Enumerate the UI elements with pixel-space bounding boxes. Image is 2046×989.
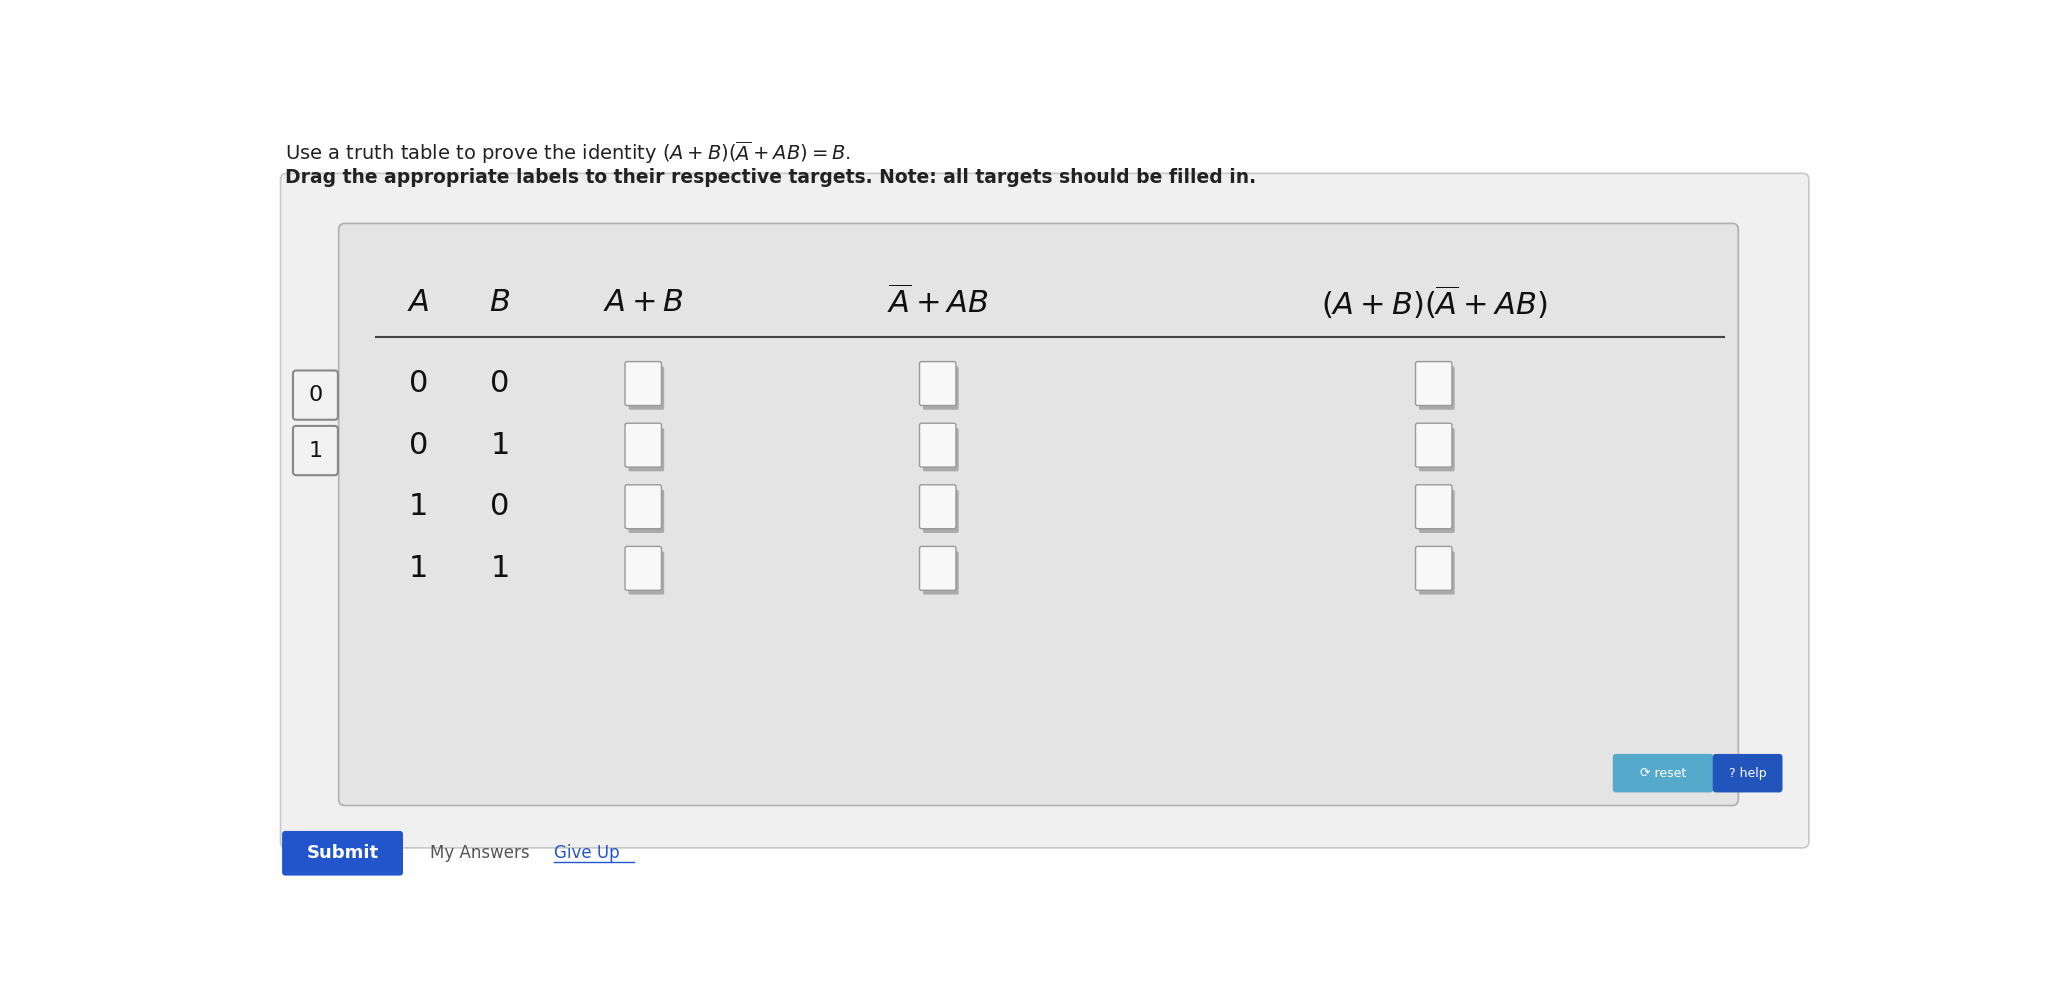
FancyBboxPatch shape: [1416, 423, 1453, 467]
FancyBboxPatch shape: [280, 173, 1809, 848]
FancyBboxPatch shape: [628, 552, 665, 594]
FancyBboxPatch shape: [919, 485, 955, 529]
FancyBboxPatch shape: [282, 831, 403, 875]
Text: 0: 0: [309, 385, 323, 405]
FancyBboxPatch shape: [628, 367, 665, 409]
FancyBboxPatch shape: [1420, 490, 1455, 533]
Text: $\mathit{B}$: $\mathit{B}$: [489, 288, 509, 317]
Text: Submit: Submit: [307, 845, 379, 862]
FancyBboxPatch shape: [293, 371, 338, 419]
FancyBboxPatch shape: [923, 552, 960, 594]
FancyBboxPatch shape: [919, 362, 955, 405]
FancyBboxPatch shape: [624, 362, 661, 405]
FancyBboxPatch shape: [1420, 367, 1455, 409]
Text: Use a truth table to prove the identity $(A + B)(\overline{A} + AB) = B.$: Use a truth table to prove the identity …: [284, 139, 851, 166]
FancyBboxPatch shape: [1420, 428, 1455, 472]
Text: 0: 0: [491, 369, 509, 398]
Text: 1: 1: [491, 554, 509, 583]
FancyBboxPatch shape: [1416, 485, 1453, 529]
FancyBboxPatch shape: [919, 546, 955, 590]
FancyBboxPatch shape: [923, 428, 960, 472]
FancyBboxPatch shape: [1416, 362, 1453, 405]
FancyBboxPatch shape: [624, 423, 661, 467]
Text: 1: 1: [409, 493, 428, 521]
FancyBboxPatch shape: [1713, 754, 1782, 792]
FancyBboxPatch shape: [624, 485, 661, 529]
Text: $(\mathit{A}+\mathit{B})(\overline{\mathit{A}}+\mathit{AB})$: $(\mathit{A}+\mathit{B})(\overline{\math…: [1320, 284, 1547, 321]
Text: Drag the appropriate labels to their respective targets. Note: all targets shoul: Drag the appropriate labels to their res…: [284, 168, 1256, 187]
FancyBboxPatch shape: [923, 367, 960, 409]
Text: 1: 1: [409, 554, 428, 583]
FancyBboxPatch shape: [1416, 546, 1453, 590]
Text: $\mathit{A}+\mathit{B}$: $\mathit{A}+\mathit{B}$: [604, 288, 683, 317]
Text: $\mathit{A}$: $\mathit{A}$: [407, 288, 430, 317]
FancyBboxPatch shape: [628, 428, 665, 472]
FancyBboxPatch shape: [293, 426, 338, 475]
Text: 0: 0: [491, 493, 509, 521]
FancyBboxPatch shape: [624, 546, 661, 590]
FancyBboxPatch shape: [923, 490, 960, 533]
Text: My Answers: My Answers: [430, 845, 530, 862]
FancyBboxPatch shape: [919, 423, 955, 467]
FancyBboxPatch shape: [340, 224, 1739, 805]
Text: 1: 1: [309, 440, 323, 461]
Text: 0: 0: [409, 430, 428, 460]
FancyBboxPatch shape: [628, 490, 665, 533]
FancyBboxPatch shape: [1612, 754, 1715, 792]
Text: Give Up: Give Up: [554, 845, 620, 862]
Text: ⟳ reset: ⟳ reset: [1641, 766, 1686, 779]
Text: 0: 0: [409, 369, 428, 398]
FancyBboxPatch shape: [1420, 552, 1455, 594]
Text: 1: 1: [491, 430, 509, 460]
Text: ? help: ? help: [1729, 766, 1766, 779]
Text: $\overline{\mathit{A}}+\mathit{AB}$: $\overline{\mathit{A}}+\mathit{AB}$: [886, 286, 988, 319]
